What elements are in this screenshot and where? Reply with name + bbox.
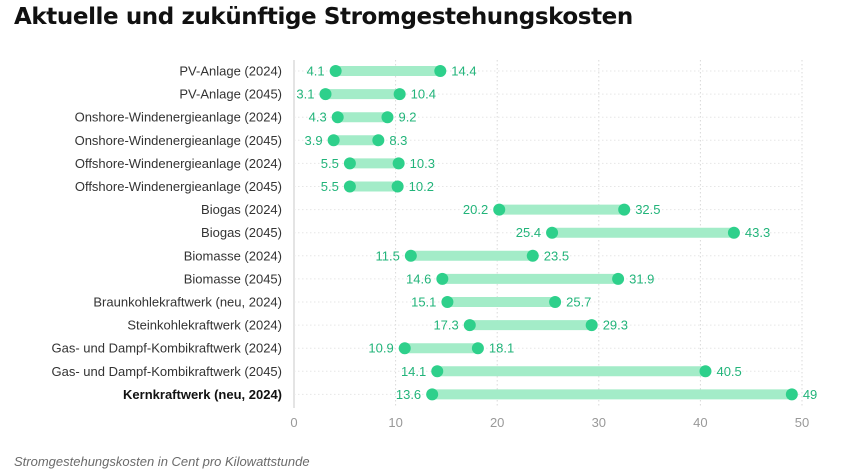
max-dot <box>618 203 631 216</box>
min-dot <box>404 249 417 262</box>
min-dot <box>463 319 476 332</box>
max-value-label: 29.3 <box>603 318 628 333</box>
min-value-label: 5.5 <box>321 156 339 171</box>
category-label: Gas- und Dampf-Kombikraftwerk (2024) <box>52 341 282 356</box>
max-dot <box>381 111 394 124</box>
min-value-label: 20.2 <box>463 202 488 217</box>
category-label: Offshore-Windenergieanlage (2045) <box>75 179 282 194</box>
x-tick-label: 0 <box>290 415 297 430</box>
category-label: Onshore-Windenergieanlage (2024) <box>75 110 282 125</box>
min-dot <box>398 342 411 355</box>
max-value-label: 10.4 <box>411 87 436 102</box>
dumbbell-chart: 0 10 20 30 40 50 PV-Anlage (2024) 4.1 14.4 PV-Anl… <box>52 60 817 430</box>
category-label: Braunkohlekraftwerk (neu, 2024) <box>93 295 282 310</box>
min-dot <box>546 226 559 239</box>
category-label: Biomasse (2024) <box>184 248 282 263</box>
category-label: Biogas (2045) <box>201 225 282 240</box>
min-dot <box>331 111 344 124</box>
category-label: Offshore-Windenergieanlage (2024) <box>75 156 282 171</box>
min-dot <box>441 296 454 308</box>
max-value-label: 8.3 <box>389 133 407 148</box>
min-value-label: 15.1 <box>411 295 436 310</box>
category-label: Biomasse (2045) <box>184 271 282 286</box>
category-label: PV-Anlage (2024) <box>179 64 282 79</box>
min-value-label: 11.5 <box>375 248 399 263</box>
max-dot <box>372 134 385 147</box>
min-dot <box>343 180 356 193</box>
category-label: Biogas (2024) <box>201 202 282 217</box>
x-tick-label: 10 <box>388 415 402 430</box>
min-dot <box>426 388 439 401</box>
x-tick-label: 40 <box>693 415 707 430</box>
max-dot <box>785 388 798 401</box>
min-value-label: 4.3 <box>309 110 327 125</box>
min-value-label: 14.1 <box>401 364 426 379</box>
min-dot <box>327 134 340 147</box>
category-label: PV-Anlage (2045) <box>179 87 282 102</box>
category-label: Onshore-Windenergieanlage (2045) <box>75 133 282 148</box>
max-dot <box>393 88 406 101</box>
min-value-label: 17.3 <box>433 318 458 333</box>
min-dot <box>431 365 444 378</box>
max-value-label: 10.3 <box>410 156 435 171</box>
max-dot <box>526 249 539 262</box>
max-value-label: 43.3 <box>745 225 770 240</box>
min-dot <box>343 157 356 170</box>
max-dot <box>392 157 405 170</box>
category-label: Steinkohlekraftwerk (2024) <box>127 318 282 333</box>
min-dot <box>329 65 342 77</box>
max-value-label: 18.1 <box>489 341 514 356</box>
max-dot <box>391 180 404 193</box>
max-dot <box>699 365 712 378</box>
x-tick-label: 30 <box>592 415 606 430</box>
x-tick-label: 50 <box>795 415 809 430</box>
max-dot <box>727 226 740 239</box>
max-value-label: 49 <box>803 387 817 402</box>
category-label: Gas- und Dampf-Kombikraftwerk (2045) <box>52 364 282 379</box>
max-dot <box>549 296 562 308</box>
min-value-label: 25.4 <box>516 225 541 240</box>
max-value-label: 32.5 <box>635 202 660 217</box>
category-label: Kernkraftwerk (neu, 2024) <box>123 387 282 402</box>
chart-footnote: Stromgestehungskosten in Cent pro Kilowa… <box>14 454 310 469</box>
min-value-label: 13.6 <box>396 387 421 402</box>
min-dot <box>436 272 449 285</box>
min-value-label: 10.9 <box>368 341 393 356</box>
min-value-label: 3.1 <box>296 87 314 102</box>
chart-title: Aktuelle und zukünftige Stromgestehungsk… <box>14 4 633 30</box>
max-dot <box>434 65 447 77</box>
min-value-label: 4.1 <box>307 64 325 79</box>
min-dot <box>493 203 506 216</box>
min-value-label: 3.9 <box>305 133 323 148</box>
max-value-label: 10.2 <box>409 179 434 194</box>
max-value-label: 9.2 <box>398 110 416 125</box>
max-dot <box>612 272 625 285</box>
max-value-label: 23.5 <box>544 248 569 263</box>
min-dot <box>319 88 332 101</box>
x-tick-label: 20 <box>490 415 504 430</box>
max-dot <box>471 342 484 355</box>
max-value-label: 14.4 <box>451 64 476 79</box>
max-dot <box>585 319 598 332</box>
max-value-label: 40.5 <box>716 364 741 379</box>
min-value-label: 5.5 <box>321 179 339 194</box>
max-value-label: 25.7 <box>566 295 591 310</box>
min-value-label: 14.6 <box>406 271 431 286</box>
max-value-label: 31.9 <box>629 271 654 286</box>
